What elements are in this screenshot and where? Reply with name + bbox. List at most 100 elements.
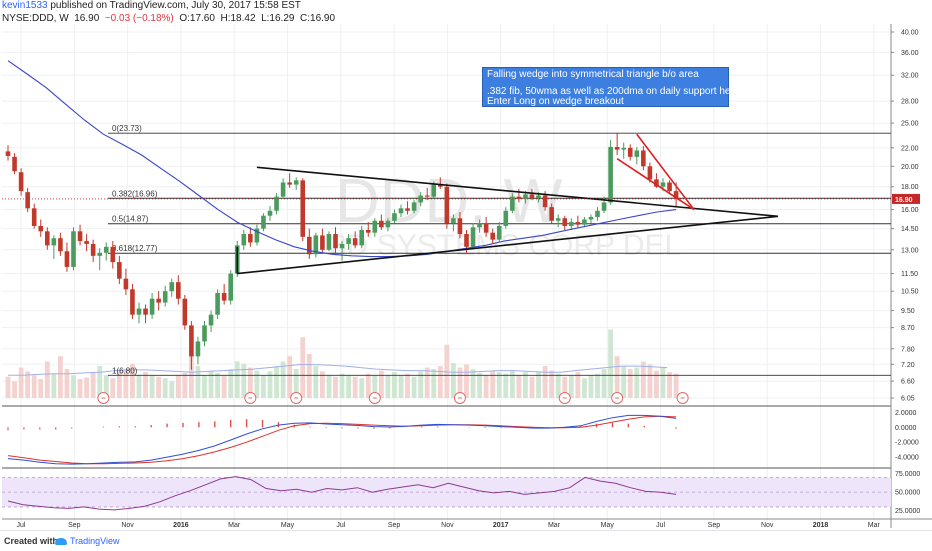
volume-bar [503, 373, 509, 398]
price-tick-label: 13.00 [901, 247, 919, 254]
volume-bar [385, 375, 391, 398]
candle-body [254, 228, 260, 243]
volume-bar [287, 356, 293, 398]
candle-body [470, 227, 476, 247]
candle-body [601, 202, 607, 211]
candle-body [176, 282, 181, 299]
candle-body [326, 234, 332, 250]
tradingview-cloud-icon [55, 538, 67, 546]
candle-body [614, 146, 620, 150]
candle-body [667, 182, 672, 192]
time-tick-label: Mar [548, 522, 561, 529]
symbol-close: C:16.90 [300, 13, 336, 24]
volume-bar [261, 375, 266, 398]
fib-label: 0(23.73) [112, 124, 142, 133]
volume-bar [470, 369, 476, 398]
volume-bar [221, 375, 227, 398]
candle-body [18, 172, 24, 192]
candle-body [84, 241, 89, 244]
time-tick-label: Nov [121, 522, 134, 529]
candle-body [117, 262, 122, 279]
candle-body [444, 186, 450, 224]
candle-body [38, 225, 44, 232]
candle-body [418, 195, 423, 203]
time-tick-label: Jul [17, 522, 26, 529]
volume-bar [130, 363, 135, 398]
last-price-label: 16.90 [895, 197, 913, 204]
volume-bar [90, 372, 96, 398]
rsi-tick-label: 75.0000 [895, 471, 920, 478]
candle-body [379, 220, 384, 228]
candle-body [149, 298, 155, 315]
candle-body [58, 238, 63, 252]
candle-body [536, 195, 541, 198]
volume-bar [51, 373, 57, 398]
price-tick-label: 7.80 [901, 346, 915, 353]
time-tick-label: Mar [868, 522, 881, 529]
candle-body [241, 234, 247, 246]
candle-body [300, 180, 306, 237]
candle-body [582, 219, 587, 225]
volume-bar [542, 366, 548, 398]
candle-body [12, 156, 17, 172]
volume-bar [660, 367, 666, 398]
volume-bar [352, 376, 358, 398]
candle-body [162, 291, 168, 303]
macd-tick-label: 2.0000 [895, 410, 917, 417]
candles [5, 133, 679, 370]
candle-body [221, 293, 227, 301]
price-tick-label: 18.00 [901, 184, 919, 191]
candle-body [549, 207, 554, 221]
candle-body [189, 325, 194, 357]
volume-bar [673, 373, 679, 398]
symbol-change: −0.03 (−0.18%) [104, 13, 174, 24]
volume-bar [12, 381, 17, 398]
volume-bar [405, 373, 410, 398]
annotation-box[interactable]: Falling wedge into symmetrical triangle … [482, 67, 739, 107]
candle-body [405, 208, 410, 211]
candle-body [267, 210, 273, 216]
moving-average [7, 60, 677, 258]
candle-body [660, 182, 666, 187]
volume-bar [241, 363, 247, 398]
symbol-high: H:18.42 [220, 13, 256, 24]
fib-label: 0.382(16.96) [112, 189, 158, 198]
volume-bar [208, 371, 214, 398]
candle-body [202, 325, 207, 342]
candle-body [77, 231, 83, 242]
candle-body [398, 208, 404, 214]
volume-bar [398, 375, 404, 398]
author-link[interactable]: kevin1533 [2, 0, 48, 11]
candle-body [654, 179, 659, 187]
candle-body [352, 238, 358, 246]
volume-bars [5, 329, 679, 398]
time-tick-label: Nov [761, 522, 774, 529]
candle-body [71, 231, 76, 267]
candle-body [555, 218, 561, 221]
volume-bar [293, 369, 299, 398]
footer: Created with TradingView [0, 530, 932, 551]
volume-bar [143, 372, 148, 398]
time-tick-label: 2017 [493, 522, 509, 529]
trend-lines [236, 133, 779, 275]
volume-bar [634, 367, 640, 398]
volume-bar [516, 375, 522, 398]
candle-body [431, 184, 437, 197]
volume-bar [320, 371, 325, 398]
candle-body [516, 196, 522, 199]
annotation-line-2: .382 fib, 50wma as well as 200dma on dai… [487, 85, 739, 97]
candle-body [339, 243, 345, 249]
volume-bar [267, 371, 273, 398]
volume-bar [536, 371, 541, 398]
candle-body [608, 146, 613, 203]
volume-bar [234, 361, 240, 398]
candle-body [569, 222, 574, 226]
symbol-price: 16.90 [74, 13, 100, 24]
volume-bar [97, 366, 103, 398]
volume-bar [483, 375, 489, 398]
candle-body [31, 208, 37, 226]
candle-body [385, 220, 391, 228]
volume-bar [77, 379, 83, 398]
tradingview-logo[interactable]: TradingView [55, 536, 120, 546]
volume-bar [588, 375, 594, 398]
